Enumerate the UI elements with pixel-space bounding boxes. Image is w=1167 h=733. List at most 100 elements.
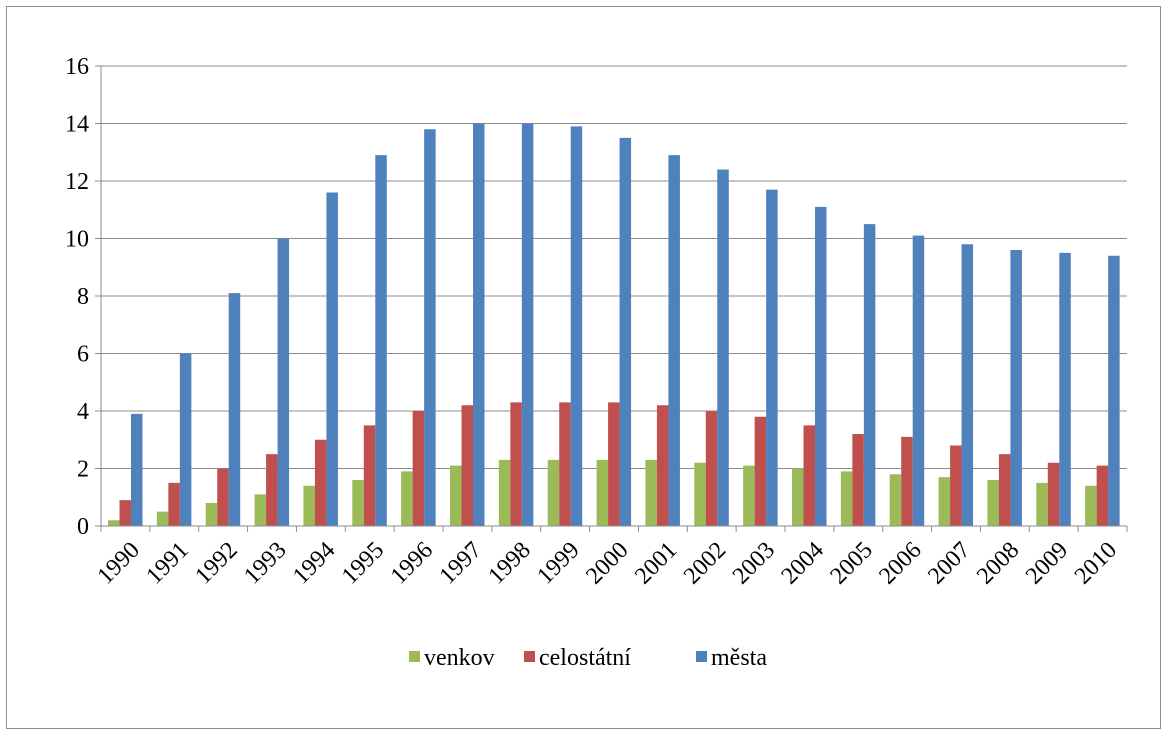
legend: venkov celostátní města (409, 645, 767, 671)
bar-venkov-2001 (645, 459, 657, 526)
bar-města-1996 (424, 129, 436, 526)
bar-venkov-1990 (108, 520, 120, 526)
bar-celostátní-1994 (314, 439, 327, 526)
y-tick-label: 8 (77, 284, 89, 310)
bar-města-2005 (863, 224, 876, 526)
y-tick-label: 10 (65, 227, 89, 253)
bar-venkov-1999 (547, 459, 560, 526)
bar-venkov-2006 (889, 474, 902, 526)
x-tick-label: 1990 (93, 537, 145, 589)
bar-celostátní-2003 (754, 416, 767, 526)
bar-města-2001 (668, 155, 680, 526)
y-tick-labels: 0 2 4 6 8 10 12 14 16 (65, 54, 89, 540)
bar-celostátní-1993 (266, 454, 278, 526)
bar-města-1991 (179, 353, 192, 526)
x-tick-label: 2001 (630, 537, 682, 589)
bar-celostátní-2002 (705, 411, 718, 526)
x-tick-label: 1994 (288, 537, 340, 589)
bar-venkov-1997 (450, 465, 462, 526)
bar-celostátní-1999 (559, 402, 571, 526)
bar-města-1992 (228, 293, 241, 526)
x-tick-labels: 1990199119921993199419951996199719981999… (93, 537, 1122, 589)
y-tick-label: 12 (65, 169, 89, 195)
bar-města-2000 (619, 137, 632, 526)
x-tick-label: 2002 (679, 537, 731, 589)
bar-venkov-1996 (401, 471, 413, 526)
x-tick-label: 2004 (777, 537, 829, 589)
bar-města-2010 (1108, 255, 1120, 526)
bar-venkov-1994 (303, 485, 315, 526)
bar-venkov-2007 (938, 477, 951, 526)
x-tick-label: 2000 (581, 537, 633, 589)
bar-celostátní-2005 (852, 434, 864, 526)
bar-města-1999 (570, 126, 583, 526)
x-tick-label: 2007 (923, 537, 975, 589)
bar-venkov-2002 (694, 462, 706, 526)
y-tick-label: 2 (77, 457, 89, 483)
y-tick-label: 14 (65, 112, 89, 138)
legend-swatch-celostátní (524, 651, 535, 662)
bar-venkov-2010 (1085, 485, 1097, 526)
bar-venkov-2009 (1036, 482, 1048, 526)
bar-města-2004 (815, 206, 827, 526)
bar-celostátní-1992 (217, 468, 229, 526)
bar-celostátní-1996 (412, 411, 425, 526)
y-tick-label: 6 (77, 342, 89, 368)
legend-swatch-venkov (409, 651, 420, 662)
bar-venkov-2005 (840, 471, 853, 526)
bar-celostátní-2009 (1047, 462, 1060, 526)
x-tick-label: 2010 (1070, 537, 1122, 589)
x-tick-label: 1998 (484, 537, 536, 589)
x-tick-label: 2005 (826, 537, 878, 589)
x-tick-label: 2008 (972, 537, 1024, 589)
bar-celostátní-2008 (998, 454, 1011, 526)
bar-města-2006 (912, 235, 925, 526)
bar-celostátní-1998 (510, 402, 522, 526)
bar-celostátní-1995 (363, 425, 376, 526)
x-tick-label: 1997 (435, 537, 487, 589)
bar-venkov-1995 (352, 480, 364, 526)
bar-města-1993 (277, 238, 290, 526)
bars (108, 123, 1120, 526)
x-tick-label: 1991 (142, 537, 194, 589)
bar-venkov-2003 (743, 465, 755, 526)
bar-celostátní-2000 (608, 402, 620, 526)
legend-label-celostátní: celostátní (539, 645, 631, 671)
bar-města-2009 (1059, 252, 1071, 526)
bar-města-2008 (1010, 250, 1022, 526)
bar-celostátní-1990 (119, 500, 131, 526)
legend-label-venkov: venkov (424, 645, 495, 671)
bar-venkov-1993 (254, 494, 267, 526)
bar-venkov-1991 (156, 511, 169, 526)
bar-města-1998 (521, 123, 534, 526)
bar-celostátní-2007 (950, 445, 962, 526)
bar-města-2002 (717, 169, 729, 526)
bar-celostátní-2006 (901, 436, 913, 526)
axes (95, 65, 1128, 532)
x-tick-label: 2006 (874, 537, 926, 589)
x-tick-label: 1995 (337, 537, 389, 589)
legend-swatch-města (696, 651, 707, 662)
y-tick-label: 4 (77, 399, 89, 425)
x-tick-label: 1992 (190, 537, 242, 589)
bar-venkov-2004 (792, 468, 804, 526)
x-tick-label: 1999 (532, 537, 584, 589)
bar-venkov-1998 (498, 459, 511, 526)
legend-label-města: města (711, 645, 767, 671)
bar-venkov-2008 (987, 480, 999, 526)
bar-města-1995 (375, 155, 387, 526)
y-tick-label: 16 (65, 54, 89, 80)
bar-města-2003 (766, 189, 778, 526)
bar-města-2007 (961, 244, 974, 526)
bar-města-1997 (473, 123, 485, 526)
bar-venkov-2000 (596, 459, 609, 526)
y-tick-label: 0 (77, 514, 89, 540)
bar-města-1990 (131, 413, 143, 526)
bar-celostátní-1991 (168, 482, 180, 526)
x-tick-label: 1993 (239, 537, 291, 589)
bar-města-1994 (326, 192, 338, 526)
x-tick-label: 1996 (386, 537, 438, 589)
x-tick-label: 2009 (1021, 537, 1073, 589)
x-tick-label: 2003 (728, 537, 780, 589)
